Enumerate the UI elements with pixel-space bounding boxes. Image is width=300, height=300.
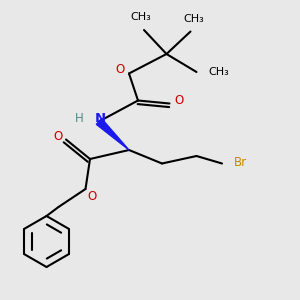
Text: N: N bbox=[95, 112, 106, 125]
Text: O: O bbox=[87, 190, 96, 203]
Text: O: O bbox=[53, 130, 62, 143]
Text: O: O bbox=[175, 94, 184, 107]
Text: O: O bbox=[116, 63, 124, 76]
Text: H: H bbox=[75, 112, 84, 125]
Text: Br: Br bbox=[233, 155, 247, 169]
Text: CH₃: CH₃ bbox=[183, 14, 204, 24]
Text: CH₃: CH₃ bbox=[208, 67, 229, 77]
Polygon shape bbox=[96, 119, 129, 150]
Text: CH₃: CH₃ bbox=[130, 13, 152, 22]
